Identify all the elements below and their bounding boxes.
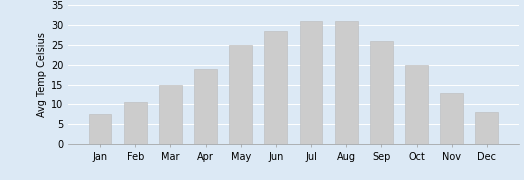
Y-axis label: Avg Temp Celsius: Avg Temp Celsius (37, 32, 47, 117)
Bar (89, 114, 112, 144)
Bar (194, 69, 217, 144)
Bar (300, 21, 322, 144)
Bar (335, 21, 357, 144)
Bar (370, 41, 393, 144)
Bar (230, 45, 252, 144)
Bar (405, 65, 428, 144)
Bar (475, 112, 498, 144)
Bar (440, 93, 463, 144)
Bar (124, 102, 147, 144)
Bar (159, 85, 182, 144)
Bar (265, 31, 287, 144)
